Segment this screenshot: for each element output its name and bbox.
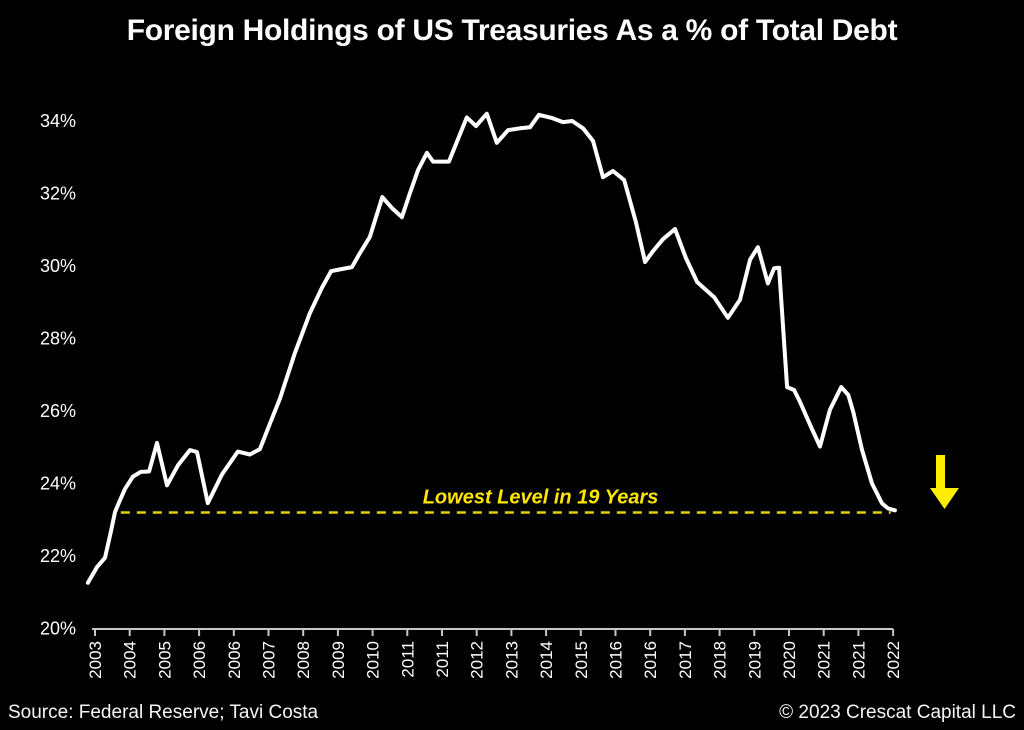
x-tick-label: 2017 [676, 641, 695, 679]
x-tick-label: 2007 [260, 641, 279, 679]
x-tick-label: 2004 [121, 641, 140, 679]
x-tick-label: 2006 [190, 641, 209, 679]
x-tick-label: 2022 [884, 641, 903, 679]
lowest-level-label: Lowest Level in 19 Years [423, 487, 659, 509]
x-tick-label: 2016 [607, 641, 626, 679]
x-tick-label: 2011 [398, 641, 417, 678]
x-tick-label: 2018 [711, 641, 730, 679]
y-tick-label: 20% [40, 619, 76, 639]
x-tick-label: 2014 [537, 641, 556, 679]
x-tick-label: 2009 [329, 641, 348, 679]
x-tick-label: 2003 [86, 641, 105, 679]
series-line [85, 111, 897, 585]
x-tick-label: 2005 [155, 641, 174, 679]
x-tick-label: 2016 [641, 641, 660, 679]
x-tick-label: 2020 [780, 641, 799, 679]
y-tick-label: 22% [40, 546, 76, 566]
page-title: Foreign Holdings of US Treasuries As a %… [126, 14, 898, 47]
y-tick-label: 32% [40, 184, 76, 204]
x-tick-label: 2006 [225, 641, 244, 679]
x-tick-label: 2012 [468, 641, 487, 679]
source-text: Source: Federal Reserve; Tavi Costa [8, 702, 319, 723]
y-tick-label: 24% [40, 474, 76, 494]
y-tick-label: 28% [40, 329, 76, 349]
x-tick-label: 2019 [745, 641, 764, 679]
y-tick-label: 30% [40, 256, 76, 276]
x-tick-label: 2008 [294, 641, 313, 679]
y-tick-label: 26% [40, 401, 76, 421]
down-arrow-icon [930, 455, 959, 509]
x-tick-label: 2015 [572, 641, 591, 679]
copyright-text: © 2023 Crescat Capital LLC [779, 702, 1016, 723]
y-tick-label: 34% [40, 111, 76, 131]
x-tick-label: 2011 [433, 641, 452, 678]
x-tick-label: 2013 [502, 641, 521, 679]
x-tick-label: 2021 [849, 641, 868, 679]
x-tick-label: 2021 [815, 641, 834, 679]
x-tick-label: 2010 [364, 641, 383, 679]
